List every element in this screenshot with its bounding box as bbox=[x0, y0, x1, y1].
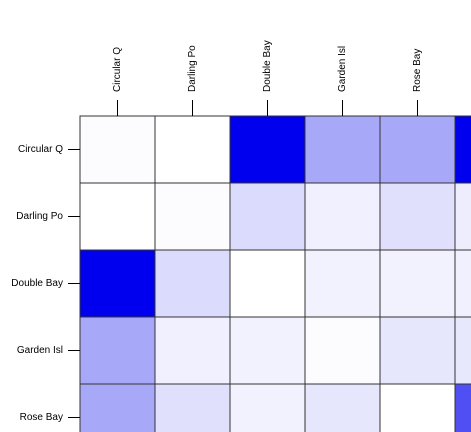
heatmap-cell bbox=[154, 249, 231, 318]
heatmap-cell bbox=[454, 249, 471, 318]
x-tick-label: Rose Bay bbox=[412, 49, 423, 92]
heatmap-cell bbox=[304, 383, 381, 432]
heatmap-cell bbox=[229, 115, 306, 184]
heatmap-cell bbox=[154, 316, 231, 385]
heatmap-cell bbox=[79, 383, 156, 432]
heatmap-cell bbox=[154, 115, 231, 184]
heatmap-cell bbox=[229, 316, 306, 385]
heatmap-cell bbox=[379, 182, 456, 251]
y-tick-label: Double Bay bbox=[11, 278, 63, 289]
heatmap-cell bbox=[304, 249, 381, 318]
heatmap-cell bbox=[79, 182, 156, 251]
y-tick-label: Darling Po bbox=[16, 211, 63, 222]
x-tick-label: Garden Isl bbox=[337, 46, 348, 92]
heatmap-cell bbox=[379, 316, 456, 385]
heatmap-cell bbox=[229, 383, 306, 432]
heatmap-cell bbox=[304, 316, 381, 385]
y-tick-label: Garden Isl bbox=[17, 345, 63, 356]
heatmap-cell bbox=[79, 316, 156, 385]
heatmap-cell bbox=[304, 115, 381, 184]
heatmap-cell bbox=[229, 249, 306, 318]
x-tick-label: Darling Po bbox=[187, 45, 198, 92]
heatmap-cell bbox=[454, 316, 471, 385]
heatmap-cell bbox=[229, 182, 306, 251]
heatmap-cell bbox=[379, 249, 456, 318]
heatmap-cell bbox=[379, 383, 456, 432]
heatmap-cell bbox=[79, 115, 156, 184]
heatmap-cell bbox=[304, 182, 381, 251]
heatmap-cell bbox=[154, 182, 231, 251]
heatmap-cell bbox=[454, 383, 471, 432]
heatmap-cell bbox=[79, 249, 156, 318]
y-tick-label: Circular Q bbox=[18, 144, 63, 155]
y-tick-label: Rose Bay bbox=[20, 412, 63, 423]
x-tick-label: Double Bay bbox=[262, 40, 273, 92]
heatmap-cell bbox=[454, 182, 471, 251]
x-tick-label: Circular Q bbox=[112, 47, 123, 92]
heatmap-cell bbox=[154, 383, 231, 432]
heatmap-cell bbox=[379, 115, 456, 184]
heatmap-cell bbox=[454, 115, 471, 184]
